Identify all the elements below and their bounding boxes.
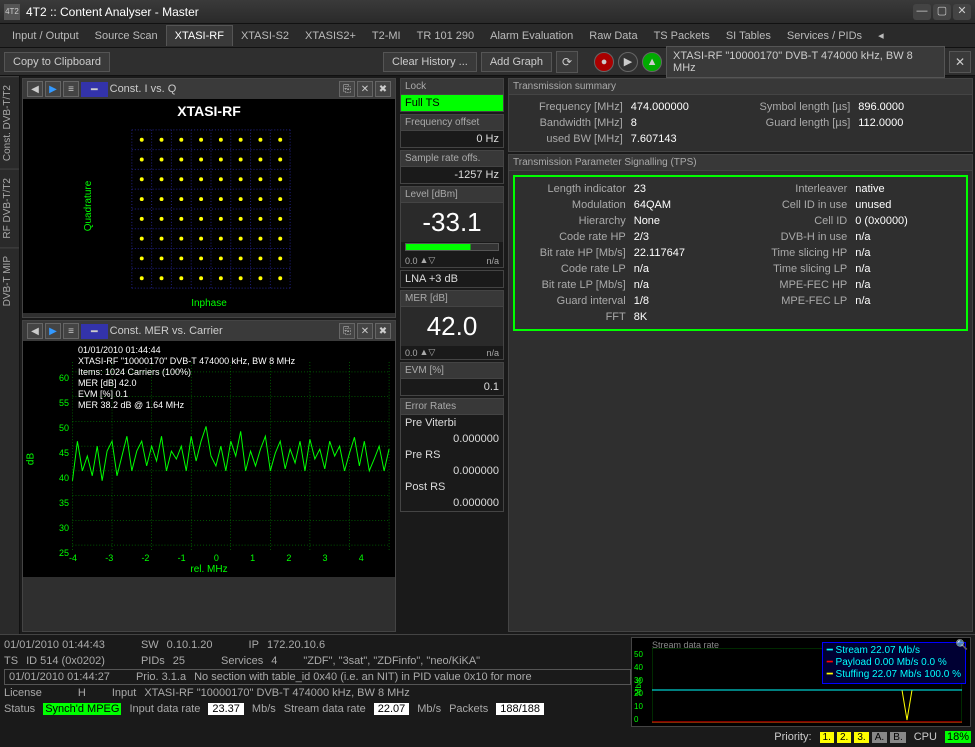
tab-tr-101-290[interactable]: TR 101 290 xyxy=(409,26,482,46)
chart2-options-button[interactable]: ≡ xyxy=(63,323,79,339)
chart2-title: Const. MER vs. Carrier xyxy=(110,325,223,337)
packets-value: 188/188 xyxy=(496,703,544,715)
add-graph-button[interactable]: Add Graph xyxy=(481,52,552,72)
lock-section: Lock Full TS xyxy=(400,78,504,112)
sample-offset-section: Sample rate offs. -1257 Hz xyxy=(400,150,504,184)
pre-rs-value: 0.000000 xyxy=(401,463,503,479)
chart2-close-button[interactable]: ✖ xyxy=(375,323,391,339)
tab-raw-data[interactable]: Raw Data xyxy=(581,26,645,46)
vtab-const-dvb-t-t2[interactable]: Const. DVB-T/T2 xyxy=(0,76,19,169)
minimize-button[interactable]: — xyxy=(913,4,931,20)
priority-btn-1.[interactable]: 1. xyxy=(820,732,834,743)
main-tabs: Input / OutputSource ScanXTASI-RFXTASI-S… xyxy=(0,24,975,48)
freq-offset-value: 0 Hz xyxy=(401,131,503,147)
input-data-rate: 23.37 xyxy=(208,703,244,715)
mer-value: 42.0 xyxy=(401,307,503,346)
level-value: -33.1 xyxy=(401,203,503,242)
vertical-tabs: Const. DVB-T/T2RF DVB-T/T2DVB-T MIP xyxy=(0,76,20,634)
priority-btn-A.[interactable]: A. xyxy=(872,732,887,743)
chart1-play-button[interactable]: ▶ xyxy=(45,81,61,97)
sample-offset-value: -1257 Hz xyxy=(401,167,503,183)
freq-offset-section: Frequency offset 0 Hz xyxy=(400,114,504,148)
clear-history-button[interactable]: Clear History ... xyxy=(383,52,477,72)
tab-xtasis2-[interactable]: XTASIS2+ xyxy=(297,26,364,46)
tps-header: Transmission Parameter Signalling (TPS) xyxy=(509,155,972,171)
chart2-back-button[interactable]: ◀ xyxy=(27,323,43,339)
summary-panel: Transmission summary Frequency [MHz]474.… xyxy=(508,78,973,152)
priority-btn-3.[interactable]: 3. xyxy=(854,732,868,743)
rate-legend: ━ Stream 22.07 Mb/s ━ Payload 0.00 Mb/s … xyxy=(822,642,966,684)
log-timestamp: 01/01/2010 01:44:43 xyxy=(4,639,105,651)
cpu-value: 18% xyxy=(945,731,971,743)
vtab-rf-dvb-t-t2[interactable]: RF DVB-T/T2 xyxy=(0,169,19,247)
lock-header: Lock xyxy=(401,79,503,95)
pre-viterbi-value: 0.000000 xyxy=(401,431,503,447)
tab-si-tables[interactable]: SI Tables xyxy=(718,26,779,46)
chart2-xlabel: rel. MHz xyxy=(23,564,395,575)
chart2-play-button[interactable]: ▶ xyxy=(45,323,61,339)
source-dropdown[interactable]: XTASI-RF "10000170" DVB-T 474000 kHz, BW… xyxy=(666,46,945,78)
chart1-copy-button[interactable]: ⎘ xyxy=(339,81,355,97)
lna-section: LNA +3 dB xyxy=(400,270,504,288)
priority-btn-2.[interactable]: 2. xyxy=(837,732,851,743)
level-bar xyxy=(405,243,499,251)
mer-chart: dB rel. MHz 01/01/2010 01:44:44XTASI-RF … xyxy=(23,341,395,577)
mer-section: MER [dB] 42.0 0.0▲▽n/a xyxy=(400,290,504,360)
chart1-close-button[interactable]: ✖ xyxy=(375,81,391,97)
chart2-legend: ━ xyxy=(81,324,108,339)
error-rates-section: Error Rates Pre Viterbi 0.000000 Pre RS … xyxy=(400,398,504,512)
tab-ts-packets[interactable]: TS Packets xyxy=(646,26,718,46)
title-bar: 4T2 4T2 :: Content Analyser - Master — ▢… xyxy=(0,0,975,24)
chart1-tools-button[interactable]: ✕ xyxy=(357,81,373,97)
refresh-button[interactable]: ⟳ xyxy=(556,51,578,73)
tps-panel: Transmission Parameter Signalling (TPS) … xyxy=(508,154,973,632)
evm-value: 0.1 xyxy=(401,379,503,395)
settings-button[interactable]: ✕ xyxy=(949,51,971,73)
tab-source-scan[interactable]: Source Scan xyxy=(87,26,166,46)
app-icon: 4T2 xyxy=(4,4,20,20)
chart2-tools-button[interactable]: ✕ xyxy=(357,323,373,339)
sync-status: Synch'd MPEG xyxy=(43,703,121,715)
level-section: Level [dBm] -33.1 0.0▲▽n/a xyxy=(400,186,504,268)
tab-t2-mi[interactable]: T2-MI xyxy=(364,26,409,46)
chart1-back-button[interactable]: ◀ xyxy=(27,81,43,97)
stream-data-rate: 22.07 xyxy=(374,703,410,715)
copy-clipboard-button[interactable]: Copy to Clipboard xyxy=(4,52,110,72)
evm-section: EVM [%] 0.1 xyxy=(400,362,504,396)
record-button[interactable]: ● xyxy=(594,52,614,72)
priority-btn-B.[interactable]: B. xyxy=(890,732,905,743)
chart2-overlay: 01/01/2010 01:44:44XTASI-RF "10000170" D… xyxy=(78,345,295,411)
lock-status: Full TS xyxy=(401,95,503,111)
log-area: 01/01/2010 01:44:43 SW 0.10.1.20 IP 172.… xyxy=(4,637,631,745)
tab-xtasi-rf[interactable]: XTASI-RF xyxy=(166,25,233,46)
maximize-button[interactable]: ▢ xyxy=(933,4,951,20)
vtab-dvb-t-mip[interactable]: DVB-T MIP xyxy=(0,247,19,314)
tab-input-output[interactable]: Input / Output xyxy=(4,26,87,46)
tabs-scroll-icon[interactable]: ◂ xyxy=(870,25,892,46)
chart2-copy-button[interactable]: ⎘ xyxy=(339,323,355,339)
lna-value: LNA +3 dB xyxy=(401,271,503,287)
tab-xtasi-s2[interactable]: XTASI-S2 xyxy=(233,26,297,46)
play-button[interactable]: ▶ xyxy=(618,52,638,72)
chart1-legend: ━ xyxy=(81,82,108,97)
constellation-chart: XTASI-RF Quadrature Inphase xyxy=(23,99,395,313)
chart2-ylabel: dB xyxy=(26,453,37,465)
priority-label: Priority: xyxy=(774,731,811,743)
chart1-options-button[interactable]: ≡ xyxy=(63,81,79,97)
post-rs-value: 0.000000 xyxy=(401,495,503,511)
rate-search-icon[interactable]: 🔍 xyxy=(956,640,968,651)
constellation-panel: ◀ ▶ ≡ ━ Const. I vs. Q ⎘ ✕ ✖ XTASI-RF Qu… xyxy=(22,78,396,318)
window-title: 4T2 :: Content Analyser - Master xyxy=(26,5,913,19)
close-button[interactable]: ✕ xyxy=(953,4,971,20)
log-message: No section with table_id 0x40 (i.e. an N… xyxy=(194,671,532,683)
toolbar: Copy to Clipboard Clear History ... Add … xyxy=(0,48,975,76)
mer-panel: ◀ ▶ ≡ ━ Const. MER vs. Carrier ⎘ ✕ ✖ xyxy=(22,320,396,632)
summary-header: Transmission summary xyxy=(509,79,972,95)
rate-chart: Stream data rate 50403020100 Mb/s ━ Stre… xyxy=(631,637,971,727)
tab-alarm-evaluation[interactable]: Alarm Evaluation xyxy=(482,26,581,46)
chart1-title: Const. I vs. Q xyxy=(110,83,177,95)
tab-services-pids[interactable]: Services / PIDs xyxy=(779,26,870,46)
status-indicator[interactable]: ▲ xyxy=(642,52,662,72)
